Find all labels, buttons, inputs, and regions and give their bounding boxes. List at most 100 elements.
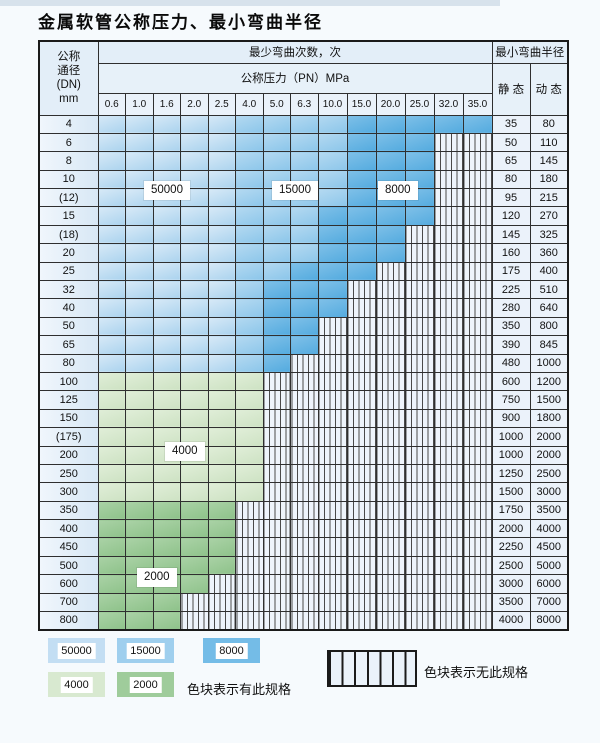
spec-cell [180,371,209,392]
spec-cell [375,114,406,134]
spec-cell [97,611,126,631]
spec-cell [433,371,464,392]
spec-cell [97,427,126,447]
spec-cell [262,427,291,447]
spec-cell [97,132,126,153]
spec-cell [290,390,319,410]
spec-cell [346,427,377,447]
spec-cell [125,445,154,465]
spec-cell [290,151,319,171]
spec-cell [290,574,319,594]
spec-cell [180,555,209,576]
legend-swatch-value: 50000 [57,642,96,659]
spec-cell [346,353,377,373]
pressure-col-header: 32.0 [433,92,464,116]
spec-cell [235,114,264,134]
spec-cell [152,298,181,318]
pressure-col-header: 1.0 [125,92,154,116]
spec-cell [290,243,319,263]
spec-cell [433,298,464,318]
spec-cell [404,408,435,429]
spec-cell [404,151,435,171]
spec-cell [317,445,348,465]
spec-cell [152,206,181,226]
spec-cell [235,555,264,576]
spec-cell [433,114,464,134]
dn-value: 50 [38,316,99,337]
static-radius-value: 2250 [491,537,531,557]
spec-cell [433,445,464,465]
dn-value: 200 [38,445,99,465]
spec-cell [97,243,126,263]
dn-value: (18) [38,224,99,245]
spec-cell [235,390,264,410]
spec-cell [180,206,209,226]
legend-unavailable-note: 色块表示无此规格 [424,665,529,680]
pressure-col-header: 5.0 [262,92,291,116]
spec-cell [180,408,209,429]
spec-cell [346,169,377,190]
spec-cell [433,574,464,594]
spec-cell [290,519,319,539]
spec-cell [207,482,236,502]
spec-cell [125,206,154,226]
spec-cell [235,427,264,447]
spec-cell [262,316,291,337]
spec-cell [97,482,126,502]
spec-cell [97,555,126,576]
dn-value: 15 [38,206,99,226]
legend-swatch: 4000 [48,672,105,697]
spec-cell [262,463,291,484]
spec-cell [317,574,348,594]
spec-cell [125,408,154,429]
spec-cell [207,463,236,484]
table-row: 40 280 640 [38,298,569,318]
spec-cell [375,574,406,594]
spec-cell [404,445,435,465]
static-radius-value: 1750 [491,500,531,521]
spec-cell [235,482,264,502]
spec-cell [404,500,435,521]
table-row: 80 480 1000 [38,353,569,373]
spec-cell [462,261,493,282]
spec-cell [180,151,209,171]
dynamic-radius-value: 6000 [529,574,569,594]
spec-cell [235,445,264,465]
spec-cell [346,500,377,521]
spec-cell [433,390,464,410]
dn-column-header: 公称 通径 (DN) mm [38,40,99,116]
pressure-col-header: 1.6 [152,92,181,116]
spec-cell [433,280,464,300]
spec-cell [152,261,181,282]
spec-cell [235,537,264,557]
spec-cell [404,114,435,134]
spec-cell [262,261,291,282]
table-row: 20 160 360 [38,243,569,263]
spec-cell [346,519,377,539]
spec-cell [235,463,264,484]
dn-value: 125 [38,390,99,410]
spec-cell [235,280,264,300]
dn-value: 25 [38,261,99,282]
spec-cell [125,132,154,153]
spec-cell [262,224,291,245]
spec-cell [433,592,464,613]
spec-cell [462,463,493,484]
spec-cell [462,555,493,576]
spec-cell [462,280,493,300]
spec-cell [462,390,493,410]
spec-cell [290,316,319,337]
spec-cell [152,390,181,410]
static-radius-value: 480 [491,353,531,373]
spec-cell [152,482,181,502]
spec-cell [180,592,209,613]
table-row: 15 120 270 [38,206,569,226]
spec-cell [262,298,291,318]
spec-cell [462,519,493,539]
dn-value: 250 [38,463,99,484]
spec-cell [433,353,464,373]
spec-cell [180,463,209,484]
dynamic-radius-value: 360 [529,243,569,263]
spec-cell [180,224,209,245]
dynamic-column-header: 动 态 [529,62,569,116]
